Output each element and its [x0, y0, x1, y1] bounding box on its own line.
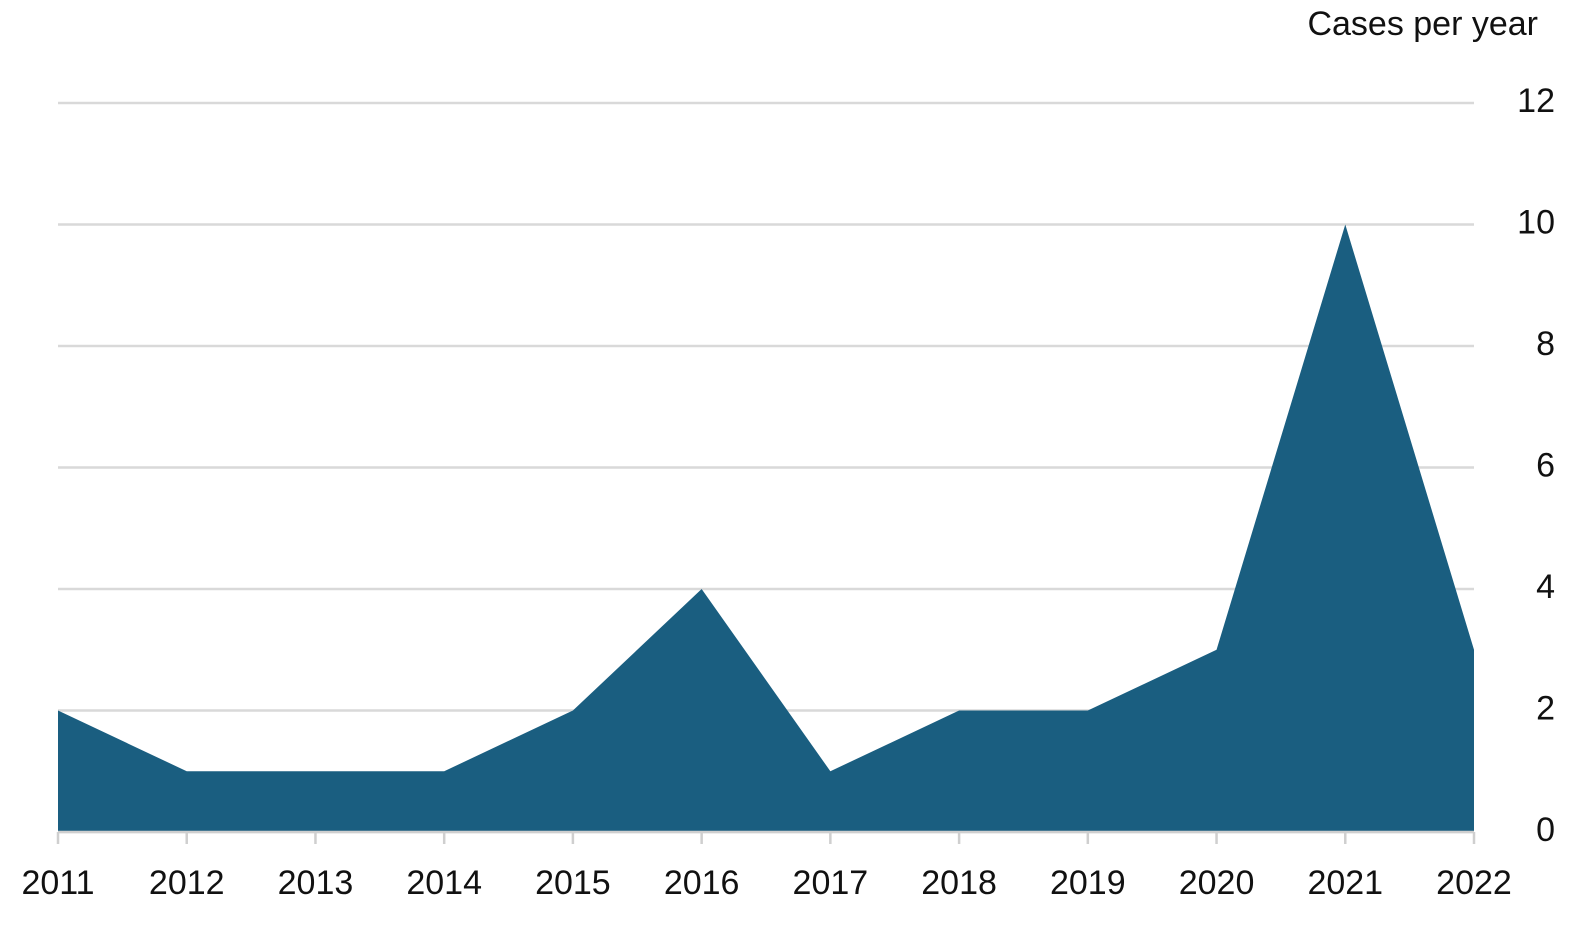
y-tick-label: 6 — [1536, 446, 1555, 484]
y-tick-label: 4 — [1536, 568, 1555, 606]
x-tick-label: 2012 — [149, 864, 225, 902]
x-tick-label: 2014 — [406, 864, 482, 902]
x-tick-label: 2011 — [21, 864, 94, 902]
x-tick-label: 2016 — [664, 864, 740, 902]
x-tick-label: 2021 — [1307, 864, 1383, 902]
x-tick-label: 2015 — [535, 864, 611, 902]
y-tick-label: 0 — [1536, 811, 1555, 849]
area — [58, 224, 1474, 832]
x-tick-label: 2019 — [1050, 864, 1126, 902]
x-tick-label: 2017 — [793, 864, 869, 902]
x-tick-label: 2022 — [1436, 864, 1512, 902]
x-tick-label: 2020 — [1179, 864, 1255, 902]
y-tick-label: 2 — [1536, 689, 1555, 727]
y-tick-label: 12 — [1517, 82, 1555, 120]
y-axis-label: Cases per year — [1307, 5, 1538, 43]
x-tick-label: 2018 — [921, 864, 997, 902]
y-tick-label: 10 — [1517, 203, 1555, 241]
y-tick-label: 8 — [1536, 325, 1555, 363]
x-tick-label: 2013 — [278, 864, 354, 902]
